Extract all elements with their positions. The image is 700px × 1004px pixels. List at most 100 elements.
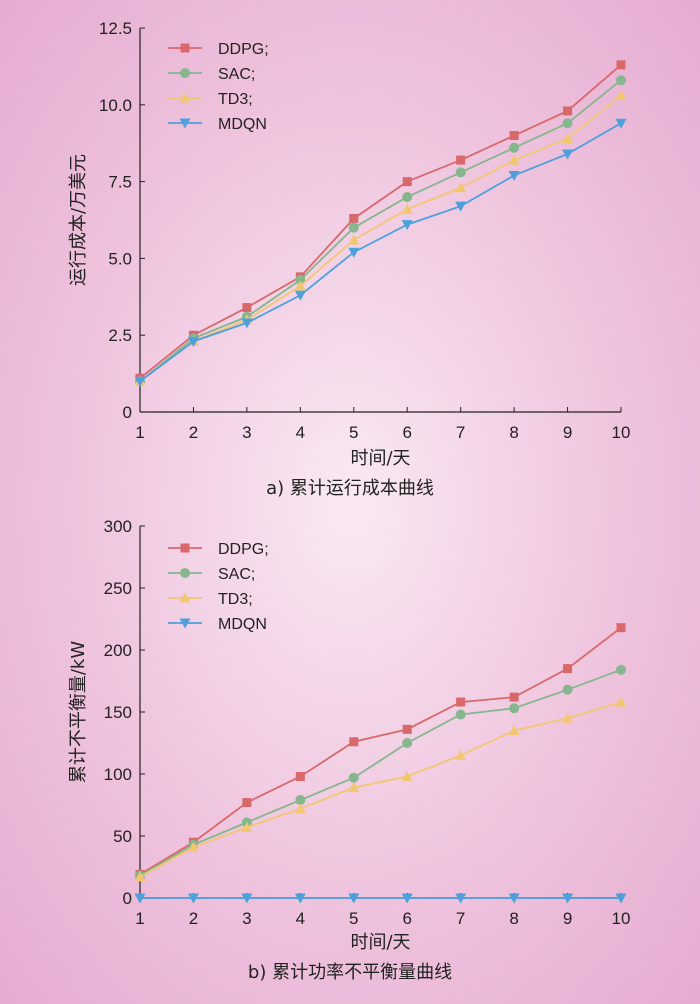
- series-line: [139, 64, 622, 379]
- legend-label: DDPG;: [218, 541, 269, 558]
- data-point: [455, 893, 467, 904]
- data-point: [508, 893, 520, 904]
- y-tick-label: 0: [123, 403, 132, 422]
- data-point: [242, 798, 252, 808]
- data-point: [241, 318, 253, 329]
- data-point: [134, 893, 146, 904]
- data-point: [187, 841, 199, 852]
- data-point: [294, 290, 306, 301]
- legend: DDPG; SAC; TD3; MDQN: [168, 41, 269, 133]
- x-tick-label: 6: [402, 423, 411, 442]
- data-point: [562, 684, 573, 695]
- data-point: [402, 738, 413, 748]
- x-tick-label: 1: [135, 423, 144, 442]
- y-tick-label: 0: [123, 889, 132, 908]
- x-tick-label: 9: [563, 909, 572, 928]
- data-point: [615, 118, 627, 129]
- legend-label: MDQN: [218, 116, 267, 133]
- x-tick-label: 10: [612, 909, 631, 928]
- x-tick-label: 7: [456, 423, 465, 442]
- data-point: [401, 203, 413, 214]
- x-tick-label: 8: [509, 423, 518, 442]
- legend: DDPG; SAC; TD3; MDQN: [168, 541, 269, 633]
- legend-marker: [180, 568, 190, 578]
- data-point: [562, 712, 574, 723]
- chart-b: 0 50 100 150 200 250 300 1 2 3 4 5 6 7 8 9 10 时间/天 累计不平衡量/…: [68, 517, 630, 983]
- data-point: [455, 167, 466, 178]
- data-point: [509, 131, 519, 141]
- data-point: [401, 770, 413, 781]
- data-point: [508, 170, 520, 181]
- x-tick-label: 8: [509, 909, 518, 928]
- data-point: [509, 142, 520, 153]
- data-point: [401, 893, 413, 904]
- data-point: [348, 782, 360, 793]
- legend-label: MDQN: [218, 616, 267, 633]
- data-point: [402, 177, 412, 187]
- y-tick-label: 10.0: [99, 96, 132, 115]
- x-tick-label: 10: [612, 423, 631, 442]
- x-tick-label: 2: [189, 423, 198, 442]
- series-line: [139, 94, 622, 383]
- legend-label: TD3;: [218, 591, 253, 608]
- series-line: [139, 668, 622, 877]
- data-point: [349, 737, 359, 747]
- y-axis-title: 累计不平衡量/kW: [68, 641, 89, 783]
- x-tick-label: 5: [349, 423, 358, 442]
- data-point: [295, 771, 305, 781]
- legend-marker: [179, 618, 191, 629]
- y-tick-label: 150: [104, 703, 132, 722]
- x-tick-label: 7: [456, 909, 465, 928]
- data-point: [348, 772, 359, 783]
- y-tick-label: 5.0: [108, 249, 132, 268]
- data-point: [615, 696, 627, 707]
- data-point: [134, 871, 146, 882]
- series-td3: [134, 696, 627, 882]
- data-point: [402, 724, 412, 734]
- data-point: [563, 106, 573, 116]
- x-tick-label: 3: [242, 423, 251, 442]
- data-point: [615, 893, 627, 904]
- series-mdqn: [134, 893, 627, 904]
- data-point: [616, 75, 626, 86]
- data-point: [295, 274, 306, 285]
- y-tick-label: 7.5: [108, 173, 132, 192]
- x-tick-label: 2: [189, 909, 198, 928]
- legend-label: SAC;: [218, 66, 255, 83]
- legend-label: TD3;: [218, 91, 253, 108]
- data-point: [294, 893, 306, 904]
- data-point: [242, 303, 252, 313]
- data-point: [348, 234, 360, 245]
- data-point: [402, 191, 413, 202]
- legend-marker: [180, 543, 190, 553]
- data-point: [187, 336, 199, 347]
- data-point: [616, 623, 626, 633]
- data-point: [241, 893, 253, 904]
- x-tick-label: 4: [296, 423, 305, 442]
- x-tick-label: 4: [296, 909, 305, 928]
- legend-marker: [180, 68, 190, 78]
- data-point: [508, 154, 520, 165]
- series-sac: [135, 75, 626, 387]
- data-point: [455, 709, 466, 720]
- y-tick-label: 50: [113, 827, 132, 846]
- data-point: [455, 749, 467, 760]
- data-point: [615, 90, 627, 101]
- chart-caption: b) 累计功率不平衡量曲线: [248, 962, 452, 983]
- data-point: [562, 133, 574, 144]
- legend-marker: [179, 592, 191, 603]
- data-point: [401, 220, 413, 231]
- y-tick-label: 200: [104, 641, 132, 660]
- data-point: [348, 222, 359, 233]
- series-sac: [135, 664, 626, 881]
- data-point: [295, 795, 306, 806]
- y-tick-label: 100: [104, 765, 132, 784]
- x-tick-label: 6: [402, 909, 411, 928]
- x-tick-label: 3: [242, 909, 251, 928]
- data-point: [616, 60, 626, 70]
- data-point: [456, 697, 466, 707]
- series-line: [139, 122, 622, 383]
- series-mdqn: [134, 118, 627, 387]
- x-axis-title: 时间/天: [350, 448, 410, 469]
